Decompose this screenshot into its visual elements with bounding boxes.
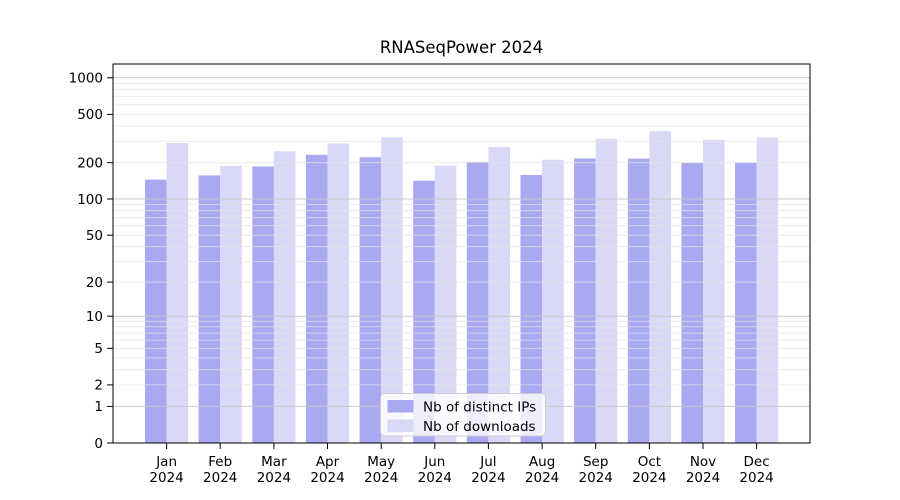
bar-feb-distinct-ips: [198, 175, 221, 443]
y-tick-label-1: 1: [94, 399, 103, 415]
bar-apr-distinct-ips: [305, 154, 328, 444]
bar-dec-downloads: [756, 137, 779, 443]
legend-label-distinct-ips: Nb of distinct IPs: [423, 400, 536, 416]
legend-swatch-distinct-ips: [387, 400, 414, 413]
x-tick-year-nov: 2024: [686, 470, 720, 486]
x-tick-year-feb: 2024: [203, 470, 237, 486]
bar-jun-distinct-ips: [413, 180, 435, 443]
bar-jan-downloads: [166, 143, 189, 443]
bar-nov-distinct-ips: [681, 162, 703, 443]
y-tick-label-10: 10: [86, 309, 103, 325]
x-tick-year-may: 2024: [364, 470, 398, 486]
bar-feb-downloads: [220, 165, 242, 443]
x-tick-label-may: May: [367, 454, 395, 470]
bar-jan-distinct-ips: [145, 179, 167, 443]
y-tick-label-5: 5: [94, 341, 103, 357]
legend-swatch-downloads: [387, 419, 414, 432]
plot-border: [112, 63, 811, 444]
x-tick-label-jan: Jan: [155, 454, 177, 470]
x-tick-label-jun: Jun: [423, 454, 445, 470]
bar-sep-downloads: [595, 138, 618, 443]
x-tick-label-oct: Oct: [638, 454, 661, 470]
x-tick-year-dec: 2024: [739, 470, 773, 486]
x-tick-label-dec: Dec: [744, 454, 770, 470]
bar-apr-downloads: [327, 143, 350, 443]
bar-nov-downloads: [703, 139, 725, 444]
chart-title: RNASeqPower 2024: [380, 38, 543, 57]
bar-oct-downloads: [649, 131, 671, 443]
bar-oct-distinct-ips: [627, 158, 650, 443]
bar-aug-downloads: [542, 159, 564, 444]
x-tick-year-apr: 2024: [310, 470, 344, 486]
y-tick-label-0: 0: [94, 436, 103, 452]
y-tick-label-50: 50: [86, 228, 103, 244]
y-tick-label-20: 20: [86, 275, 103, 291]
bar-jul-distinct-ips: [466, 161, 489, 443]
x-tick-label-apr: Apr: [316, 454, 340, 470]
y-tick-label-1000: 1000: [69, 71, 103, 87]
y-tick-label-100: 100: [77, 192, 103, 208]
y-tick-label-2: 2: [94, 378, 103, 394]
y-tick-label-200: 200: [77, 156, 103, 172]
x-tick-year-jan: 2024: [149, 470, 183, 486]
x-tick-label-jul: Jul: [479, 454, 496, 470]
x-tick-year-oct: 2024: [632, 470, 666, 486]
x-tick-year-jun: 2024: [418, 470, 452, 486]
x-tick-label-mar: Mar: [261, 454, 287, 470]
bar-may-downloads: [381, 137, 403, 444]
legend-box: [380, 393, 546, 437]
legend: Nb of distinct IPs Nb of downloads: [380, 393, 546, 437]
bar-sep-distinct-ips: [574, 158, 596, 443]
plot-area: 01251020501002005001000Jan2024Feb2024Mar…: [69, 63, 811, 486]
bar-dec-distinct-ips: [735, 162, 757, 443]
x-tick-year-sep: 2024: [579, 470, 613, 486]
x-tick-label-sep: Sep: [583, 454, 608, 470]
legend-label-downloads: Nb of downloads: [423, 419, 536, 435]
bar-mar-distinct-ips: [252, 166, 274, 443]
bar-jul-downloads: [488, 147, 510, 443]
bar-aug-distinct-ips: [520, 175, 543, 443]
y-tick-label-500: 500: [77, 107, 103, 123]
bar-mar-downloads: [273, 151, 296, 444]
x-tick-year-mar: 2024: [257, 470, 291, 486]
x-tick-label-feb: Feb: [208, 454, 232, 470]
x-tick-year-jul: 2024: [471, 470, 505, 486]
x-tick-year-aug: 2024: [525, 470, 559, 486]
x-tick-label-nov: Nov: [690, 454, 716, 470]
x-tick-label-aug: Aug: [529, 454, 555, 470]
bar-may-distinct-ips: [359, 157, 382, 443]
